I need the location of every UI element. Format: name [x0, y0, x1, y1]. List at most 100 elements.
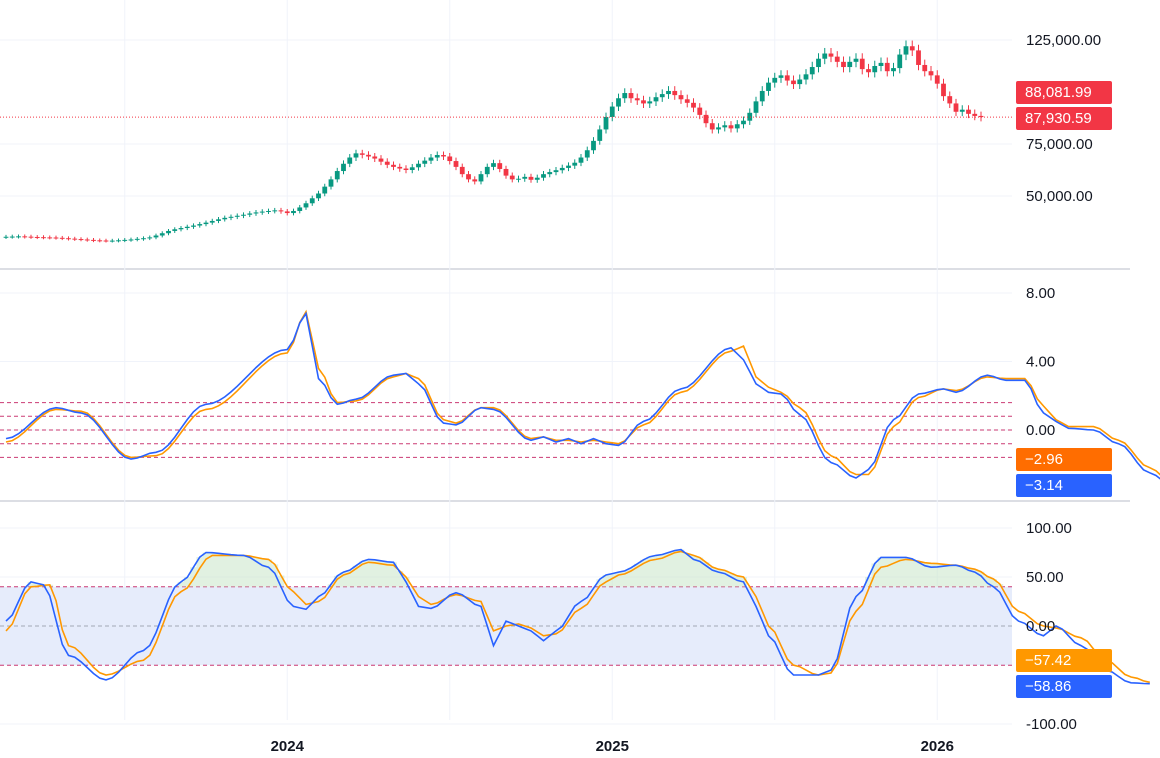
candle [216, 219, 221, 221]
candle [947, 96, 953, 104]
k-value-tag [1016, 675, 1112, 698]
candle [228, 216, 234, 218]
candle [953, 103, 959, 112]
time-axis[interactable]: 2024 2025 2026 [271, 738, 954, 755]
candle [178, 228, 184, 230]
candle [209, 220, 215, 223]
d-value-tag-text: −57.42 [1025, 652, 1071, 669]
momentum-pane[interactable] [0, 309, 1160, 484]
candle [784, 75, 790, 81]
candle [503, 168, 509, 176]
candle [78, 239, 84, 241]
y-tick-label: 4.00 [1026, 354, 1055, 371]
candle [53, 237, 59, 239]
candle [772, 77, 778, 83]
candle [647, 101, 653, 104]
candle [628, 93, 634, 99]
candle [3, 236, 9, 238]
candle [859, 58, 865, 70]
candle [597, 129, 603, 141]
candle [372, 156, 378, 159]
candle [684, 99, 690, 103]
candle [616, 98, 621, 107]
slow-value-tag-text: −2.96 [1025, 451, 1063, 468]
candle [909, 46, 915, 51]
candle [28, 236, 34, 238]
candle [103, 240, 109, 242]
candle [841, 61, 846, 68]
candle [516, 178, 521, 180]
candle [741, 120, 746, 125]
candle [141, 238, 146, 240]
candle [422, 160, 428, 164]
x-tick-label: 2026 [921, 738, 954, 755]
close-price-tag-text: 87,930.59 [1025, 110, 1092, 127]
y-tick-label: -100.00 [1026, 716, 1077, 733]
candle [759, 90, 765, 102]
candle [778, 75, 784, 78]
candle [147, 237, 153, 239]
candle [816, 58, 821, 68]
candle [541, 174, 546, 178]
candle [491, 163, 496, 167]
candle [791, 80, 796, 85]
candle [47, 237, 53, 239]
candle [322, 186, 328, 194]
candle [978, 115, 984, 118]
candle [328, 179, 334, 187]
candle [753, 101, 759, 113]
y-tick-label: 50,000.00 [1026, 188, 1093, 205]
candle [222, 217, 228, 220]
x-tick-label: 2025 [596, 738, 629, 755]
candle [659, 94, 665, 98]
candle [316, 193, 321, 199]
price-pane[interactable] [0, 40, 1012, 243]
%K-line [5, 548, 1150, 685]
candle [547, 172, 553, 175]
y-tick-label: 0.00 [1026, 618, 1055, 635]
candle [553, 170, 559, 173]
candle [941, 83, 946, 97]
fast-value-tag [1016, 474, 1112, 497]
candle [391, 164, 396, 167]
candle [434, 155, 440, 158]
candle [734, 124, 740, 129]
candle [528, 176, 534, 180]
candle [197, 224, 203, 226]
candle [397, 166, 403, 169]
candle [972, 113, 978, 116]
candle [203, 222, 209, 225]
candle [591, 140, 596, 151]
candle [484, 166, 490, 175]
candle [716, 127, 721, 130]
candle [622, 93, 628, 99]
candle [959, 109, 965, 112]
candle [303, 203, 309, 208]
candle [866, 69, 871, 73]
candle [572, 162, 578, 166]
candle [897, 54, 903, 69]
candle [134, 238, 140, 240]
price-axis[interactable]: 125,000.00 75,000.00 50,000.00 8.00 4.00 0.00… [1026, 32, 1101, 733]
candle [384, 161, 390, 165]
candle [678, 95, 684, 100]
candle [497, 163, 503, 169]
candle [803, 74, 809, 80]
candle [566, 165, 571, 168]
candle [522, 176, 528, 179]
candle [722, 125, 728, 128]
candle [509, 175, 515, 180]
last-price-tag [1016, 81, 1112, 104]
candle [91, 239, 96, 241]
stochastic-pane[interactable] [0, 548, 1150, 685]
candle [459, 166, 465, 175]
candle [928, 71, 934, 76]
y-tick-label: 8.00 [1026, 285, 1055, 302]
candle [653, 97, 659, 102]
candle [84, 239, 90, 241]
candle [159, 233, 165, 236]
candle [403, 168, 409, 170]
candle [884, 62, 890, 72]
candle [609, 106, 615, 117]
